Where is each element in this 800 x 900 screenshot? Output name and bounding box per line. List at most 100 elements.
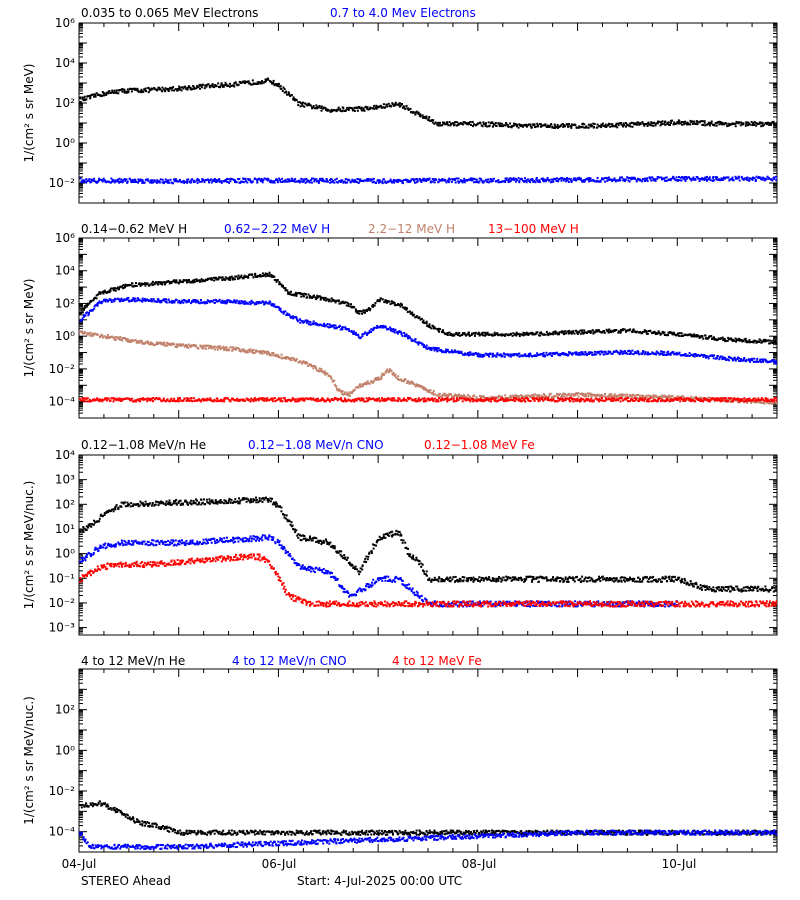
data-point xyxy=(583,395,586,398)
data-point xyxy=(217,278,220,281)
data-point xyxy=(581,331,584,334)
data-point xyxy=(499,181,502,183)
data-point xyxy=(449,393,452,396)
data-point xyxy=(471,332,474,335)
data-point xyxy=(671,394,674,397)
data-point xyxy=(206,344,209,347)
data-point xyxy=(460,394,463,397)
data-point xyxy=(359,336,362,339)
data-point xyxy=(458,350,461,353)
data-point xyxy=(546,178,549,181)
data-point xyxy=(428,324,430,327)
data-point xyxy=(164,283,166,286)
data-point xyxy=(397,104,400,107)
data-point xyxy=(760,125,763,128)
data-point xyxy=(634,177,636,180)
data-point xyxy=(278,356,281,359)
data-point xyxy=(661,177,664,180)
data-point xyxy=(219,348,222,351)
data-point xyxy=(621,352,624,355)
data-point xyxy=(108,90,111,92)
data-point xyxy=(393,103,396,106)
data-point xyxy=(669,122,672,124)
data-point xyxy=(104,298,107,301)
data-point xyxy=(194,345,197,348)
data-point xyxy=(696,123,699,126)
data-point xyxy=(321,178,324,181)
data-point xyxy=(276,279,279,282)
data-point xyxy=(537,180,540,183)
data-point xyxy=(565,180,568,183)
data-point xyxy=(479,355,482,358)
data-point xyxy=(316,106,319,109)
data-point xyxy=(409,381,412,384)
data-point xyxy=(216,300,218,303)
data-point xyxy=(449,334,452,336)
data-point xyxy=(142,282,145,285)
data-point xyxy=(229,277,232,280)
data-point xyxy=(453,178,456,180)
data-point xyxy=(457,180,460,183)
data-point xyxy=(169,178,172,181)
data-point xyxy=(525,331,528,334)
data-point xyxy=(340,180,343,183)
data-point xyxy=(195,179,198,182)
data-point xyxy=(469,179,472,181)
data-point xyxy=(303,105,306,108)
data-point xyxy=(381,298,384,301)
data-point xyxy=(447,181,450,184)
data-point xyxy=(551,332,553,335)
data-point xyxy=(406,311,409,313)
data-point xyxy=(189,88,192,91)
data-point xyxy=(636,330,638,333)
data-point xyxy=(310,323,312,326)
data-point xyxy=(343,302,346,305)
data-point xyxy=(311,106,314,109)
data-point xyxy=(348,330,351,333)
data-point xyxy=(288,357,291,360)
data-point xyxy=(190,302,193,305)
data-point xyxy=(83,95,86,98)
data-point xyxy=(80,331,83,334)
data-point xyxy=(166,344,169,347)
data-point xyxy=(242,348,245,351)
data-point xyxy=(417,111,420,114)
data-point xyxy=(88,94,91,97)
data-point xyxy=(431,121,434,124)
data-point xyxy=(587,330,590,333)
data-point xyxy=(308,296,311,299)
data-point xyxy=(287,292,290,295)
data-point xyxy=(681,176,684,178)
data-point xyxy=(393,331,396,334)
data-point xyxy=(545,395,548,398)
data-point xyxy=(114,338,117,341)
data-point xyxy=(599,125,601,128)
data-point xyxy=(172,182,175,185)
data-point xyxy=(514,123,517,125)
data-point xyxy=(579,126,582,129)
data-point xyxy=(627,179,630,182)
data-point xyxy=(446,348,449,351)
data-point xyxy=(310,181,313,184)
data-point xyxy=(338,302,341,305)
data-point xyxy=(132,339,134,342)
data-point xyxy=(498,395,501,397)
data-point xyxy=(392,178,395,181)
data-point xyxy=(153,300,156,303)
data-point xyxy=(413,383,416,386)
data-point xyxy=(284,356,287,359)
data-point xyxy=(678,179,681,182)
data-point xyxy=(655,332,657,334)
data-point xyxy=(529,353,532,356)
data-point xyxy=(350,306,353,309)
data-point xyxy=(198,179,200,182)
data-point xyxy=(361,180,363,182)
data-point xyxy=(354,332,357,334)
data-point xyxy=(514,177,517,180)
data-point xyxy=(461,353,464,356)
data-point xyxy=(289,293,292,296)
data-point xyxy=(290,316,293,319)
data-point xyxy=(211,278,213,281)
data-point xyxy=(593,180,596,183)
data-point xyxy=(150,282,153,285)
